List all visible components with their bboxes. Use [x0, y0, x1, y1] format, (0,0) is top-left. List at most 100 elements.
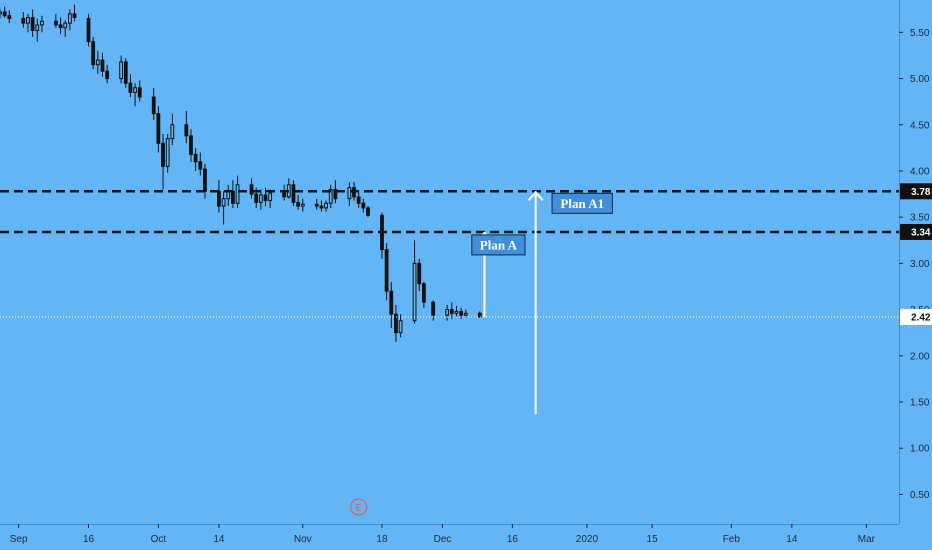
plan-annotation[interactable]: Plan A1	[527, 190, 613, 415]
x-tick-label: 2020	[576, 534, 599, 545]
candle-body	[254, 193, 259, 203]
x-tick-label: Sep	[10, 534, 28, 545]
candle-body	[398, 320, 403, 334]
price-badge-label: 2.42	[911, 312, 931, 323]
candle	[184, 110, 189, 144]
candle-body	[449, 309, 454, 314]
candle-body	[412, 262, 417, 322]
candle	[449, 302, 454, 319]
x-tick-label: Feb	[723, 534, 741, 545]
candle	[258, 189, 263, 210]
candle	[417, 258, 422, 292]
y-tick-label: 4.00	[910, 166, 930, 177]
y-tick-label: 3.00	[910, 259, 930, 270]
candle-body	[35, 24, 40, 31]
earnings-group: E	[350, 498, 368, 516]
candle-body	[463, 312, 468, 316]
candle-body	[431, 301, 436, 316]
candle-body	[291, 184, 296, 203]
earnings-marker-icon[interactable]	[350, 498, 368, 516]
candle	[314, 198, 319, 210]
y-tick-label: 4.50	[910, 120, 930, 131]
candle	[398, 314, 403, 338]
candle	[300, 198, 305, 212]
candle	[454, 305, 459, 317]
price-badge: 3.78	[900, 183, 932, 200]
x-tick-label: Dec	[434, 534, 452, 545]
plan-label: Plan A1	[560, 196, 604, 211]
price-badge-label: 3.34	[911, 227, 931, 238]
candle-body	[333, 188, 338, 200]
candle	[361, 198, 366, 213]
candle	[151, 87, 156, 121]
candle	[347, 182, 352, 207]
candle-body	[389, 290, 394, 315]
candle-body	[231, 190, 235, 204]
candle-body	[282, 192, 287, 198]
x-tick-label: 14	[213, 534, 225, 545]
candle-body	[53, 20, 58, 26]
x-tick-label: 16	[507, 534, 519, 545]
candle	[63, 20, 68, 37]
candle	[366, 206, 370, 218]
candle	[161, 134, 165, 190]
candle	[445, 304, 450, 321]
x-tick-label: 16	[83, 534, 95, 545]
candle	[133, 83, 137, 107]
candle	[249, 178, 254, 199]
price-badges-group: 3.78 3.34 2.42	[900, 183, 932, 325]
price-badge-bg	[900, 308, 932, 325]
candle	[35, 18, 40, 42]
candle	[86, 13, 91, 47]
price-badge: 3.34	[900, 223, 932, 240]
candle-body	[100, 59, 105, 72]
candle-body	[137, 87, 142, 98]
candle-body	[249, 184, 254, 195]
annotations-group: Plan A Plan A1	[471, 190, 613, 415]
candle-body	[193, 153, 198, 163]
candle	[235, 175, 240, 208]
candle-body	[184, 124, 189, 137]
y-tick-label: 1.50	[910, 398, 930, 409]
candle	[477, 311, 482, 318]
candle-body	[0, 11, 2, 15]
candle-body	[477, 312, 482, 318]
candle	[26, 13, 30, 33]
candle-body	[161, 142, 165, 167]
y-tick-label: 5.50	[910, 28, 930, 39]
candle-body	[384, 249, 389, 292]
candle-body	[459, 310, 464, 316]
candle	[53, 13, 58, 28]
candle-body	[165, 138, 170, 167]
x-tick-label: 15	[647, 534, 659, 545]
x-tick-label: 18	[376, 534, 388, 545]
candle	[7, 10, 12, 24]
candle	[459, 307, 464, 319]
candle-body	[361, 202, 366, 209]
candle-body	[128, 82, 133, 93]
candle-body	[2, 11, 7, 17]
candle-body	[105, 70, 110, 80]
candle	[189, 129, 193, 162]
candle	[324, 200, 328, 212]
candle-body	[26, 17, 30, 24]
candle-body	[319, 205, 324, 209]
candle	[384, 243, 389, 301]
candle	[394, 304, 398, 342]
x-tick-label: Mar	[858, 534, 876, 545]
candle-body	[217, 190, 221, 207]
earnings-marker-label: E	[356, 503, 362, 513]
plan-annotation[interactable]: Plan A	[471, 231, 526, 317]
candle	[263, 187, 268, 207]
candle	[30, 9, 35, 37]
candle	[421, 281, 426, 308]
y-tick-label: 3.50	[910, 213, 930, 224]
candle-body	[67, 13, 72, 24]
time-axis[interactable]: Sep 16 Oct 14 Nov 18 Dec 16 2020 15 Feb 14 Mar	[10, 524, 876, 545]
candle-body	[314, 203, 319, 207]
candle	[328, 184, 333, 208]
candle	[72, 4, 77, 22]
candle-body	[366, 207, 370, 216]
